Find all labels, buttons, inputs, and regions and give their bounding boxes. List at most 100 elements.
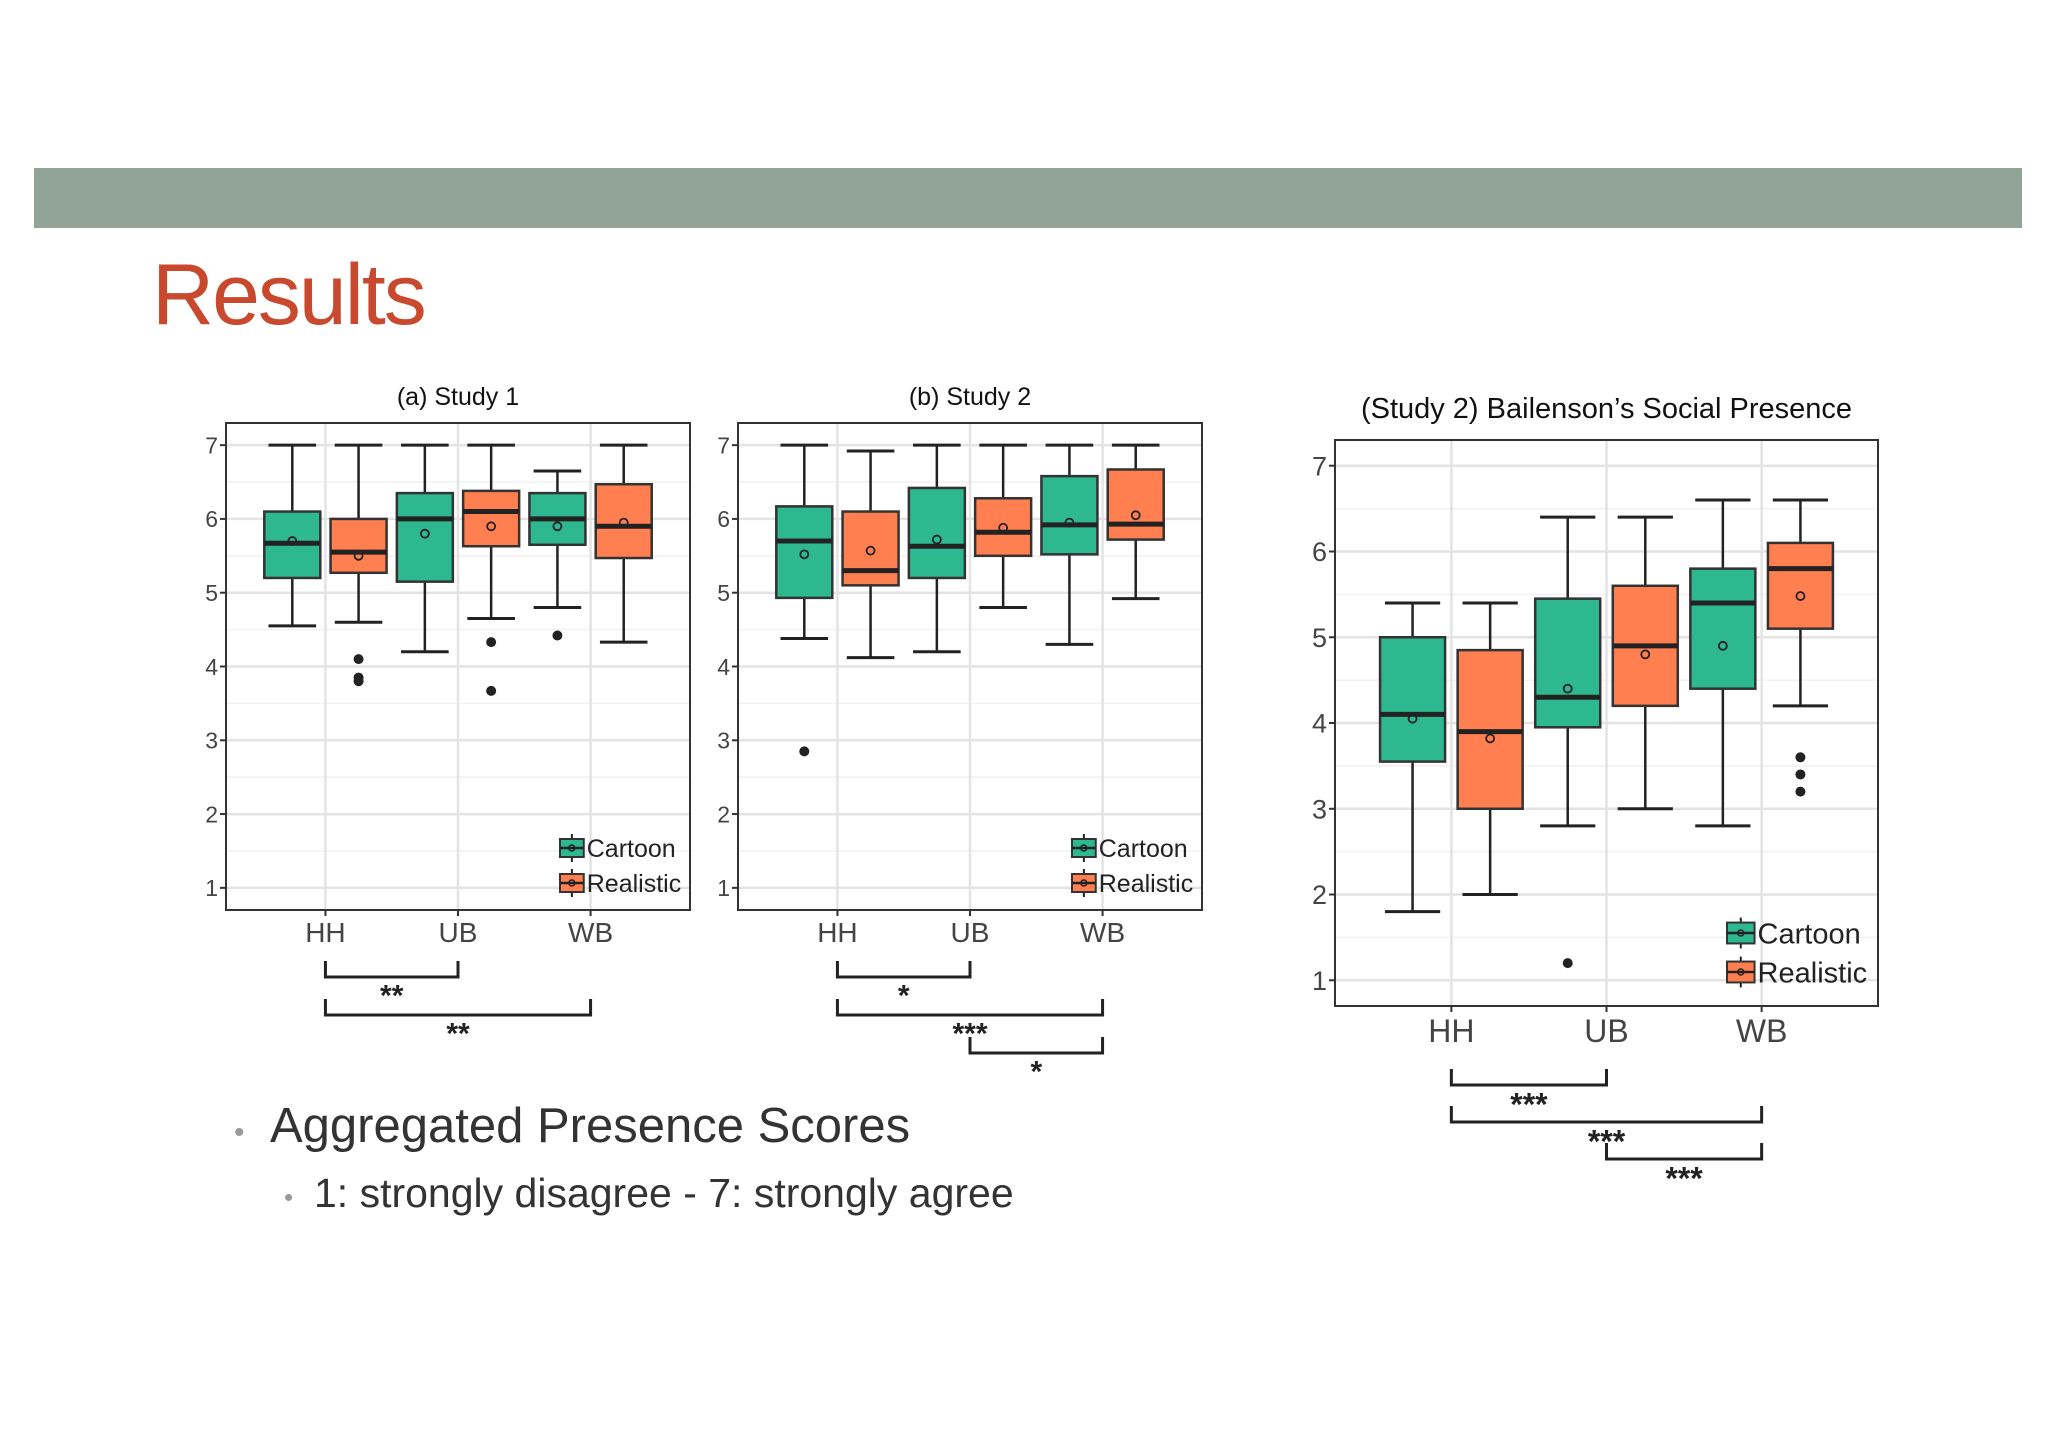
mean-marker: [287, 536, 298, 546]
y-tick-label: 4: [205, 654, 218, 680]
slide-title: Results: [152, 247, 427, 343]
mean-marker: [1640, 649, 1651, 660]
mean-marker: [1407, 713, 1418, 724]
chart-title: (Study 2) Bailenson’s Social Presence: [1361, 393, 1852, 425]
box-cartoon-ub: [395, 443, 455, 654]
outlier-point: [486, 637, 497, 648]
box-iqr: [1040, 474, 1099, 556]
outlier-point: [552, 630, 563, 641]
mean-marker: [799, 549, 810, 560]
significance-bracket: **: [323, 961, 460, 1013]
mean-marker: [486, 521, 497, 532]
mean-marker: [419, 528, 430, 539]
box-realistic-hh: [841, 449, 900, 660]
y-tick-label: 3: [205, 728, 218, 754]
x-tick-label: UB: [951, 917, 990, 948]
box-realistic-ub: [1611, 515, 1680, 811]
box-iqr: [329, 517, 388, 575]
sub-bullet-text: 1: strongly disagree - 7: strongly agree: [314, 1170, 1014, 1216]
x-tick-label: UB: [439, 917, 478, 948]
box-iqr: [907, 486, 967, 580]
box-realistic-wb: [594, 443, 653, 644]
box-iqr: [775, 505, 834, 600]
x-tick-label: HH: [1428, 1013, 1474, 1049]
chart-title: (a) Study 1: [397, 383, 519, 411]
box-iqr: [1689, 567, 1757, 690]
box-cartoon-ub: [1533, 515, 1602, 969]
legend: Cartoon Realistic: [1071, 834, 1193, 898]
legend-label: Cartoon: [587, 835, 676, 863]
significance-label: **: [446, 1018, 470, 1051]
mean-marker: [1485, 733, 1496, 744]
bullet-dot-icon: •: [234, 1116, 245, 1149]
boxplot-chart: 1 2 3 4 5 6 7 HH UB WB (a) Study 1 Cartoon Realistic…: [205, 383, 691, 1051]
mean-marker: [865, 545, 876, 556]
legend-item-realistic: Realistic: [559, 869, 681, 898]
chart-title: (b) Study 2: [909, 383, 1031, 411]
legend-key-mean: [1080, 879, 1088, 887]
box-iqr: [1378, 635, 1447, 763]
mean-marker: [998, 522, 1009, 533]
mean-marker: [931, 534, 942, 545]
header-band: [34, 168, 2022, 228]
y-tick-label: 2: [205, 801, 218, 827]
bullet-text: Aggregated Presence Scores: [270, 1099, 911, 1153]
y-tick-label: 2: [717, 801, 730, 827]
outlier-point: [353, 654, 364, 665]
box-iqr: [1766, 541, 1835, 630]
legend-item-cartoon: Cartoon: [559, 834, 676, 863]
legend: Cartoon Realistic: [559, 834, 681, 898]
box-cartoon-wb: [1040, 443, 1099, 646]
mean-marker: [353, 550, 364, 561]
significance-bracket: ***: [1605, 1143, 1764, 1196]
box-realistic-wb: [1106, 443, 1165, 601]
legend-item-cartoon: Cartoon: [1071, 834, 1188, 863]
box-cartoon-wb: [528, 469, 587, 641]
boxplot-chart: 1 2 3 4 5 6 7 HH UB WB (Study 2) Bailenson’s Socia…: [1312, 393, 1879, 1196]
legend-label: Cartoon: [1099, 835, 1188, 863]
y-tick-label: 5: [717, 580, 730, 606]
boxplot-chart: 1 2 3 4 5 6 7 HH UB WB (b) Study 2 Cartoon Realistic…: [717, 383, 1203, 1089]
y-tick-label: 6: [1312, 537, 1327, 567]
box-iqr: [594, 482, 653, 560]
y-tick-label: 4: [717, 654, 730, 680]
box-cartoon-hh: [1378, 601, 1447, 914]
x-tick-label: UB: [1584, 1013, 1628, 1049]
x-tick-label: HH: [305, 917, 345, 948]
x-tick-label: HH: [817, 917, 857, 948]
significance-bracket: **: [323, 999, 593, 1051]
mean-marker: [1717, 640, 1728, 651]
significance-bracket: ***: [1449, 1069, 1608, 1122]
bullet-dot-icon: •: [284, 1182, 294, 1212]
outlier-point: [1795, 786, 1806, 797]
y-tick-label: 1: [205, 875, 218, 901]
box-cartoon-wb: [1689, 498, 1757, 828]
outlier-point: [1795, 752, 1806, 763]
legend-key-mean: [1737, 968, 1745, 976]
box-iqr: [973, 497, 1033, 558]
mean-marker: [1795, 591, 1806, 601]
box-realistic-ub: [461, 443, 521, 696]
x-tick-label: WB: [568, 917, 613, 948]
box-iqr: [841, 510, 900, 587]
y-tick-label: 6: [205, 506, 218, 532]
y-tick-label: 7: [1312, 451, 1327, 481]
y-tick-label: 5: [205, 580, 218, 606]
y-tick-label: 7: [717, 432, 730, 458]
legend-item-realistic: Realistic: [1071, 869, 1193, 898]
y-tick-label: 5: [1312, 623, 1327, 653]
y-tick-label: 2: [1312, 880, 1327, 910]
bracket-line: [835, 999, 1105, 1017]
mean-marker: [1064, 517, 1075, 528]
outlier-point: [799, 746, 810, 757]
bracket-line: [323, 961, 460, 979]
box-realistic-wb: [1766, 498, 1835, 797]
significance-bracket: *: [968, 1037, 1105, 1089]
bracket-line: [1449, 1069, 1608, 1087]
box-iqr: [461, 489, 521, 548]
box-iqr: [1533, 597, 1602, 729]
legend-key-mean: [1737, 929, 1745, 937]
box-cartoon-hh: [775, 443, 834, 757]
y-tick-label: 6: [717, 506, 730, 532]
